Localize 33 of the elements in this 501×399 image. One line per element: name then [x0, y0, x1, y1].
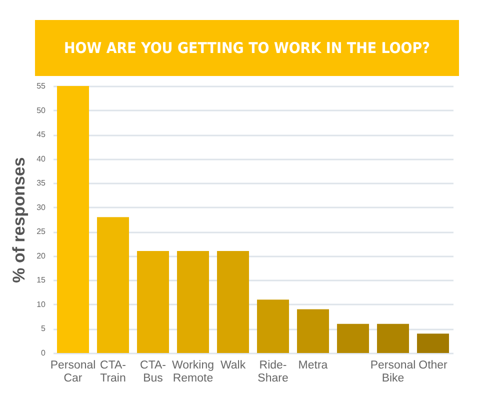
- x-tick-label: Metra: [298, 360, 328, 372]
- x-tick-label: Personal Car: [50, 360, 96, 384]
- bar: [217, 251, 249, 353]
- y-tick-label: 35: [36, 178, 46, 188]
- bar: [257, 300, 289, 353]
- y-tick-label: 5: [41, 324, 46, 334]
- y-tick-label: 0: [41, 348, 46, 358]
- bar: [417, 334, 449, 353]
- bar: [377, 324, 409, 353]
- y-tick-label: 30: [36, 202, 46, 212]
- x-tick-label: CTA-Train: [100, 360, 126, 384]
- y-tick-label: 45: [36, 130, 46, 140]
- bar: [297, 309, 329, 353]
- y-tick-label: 40: [36, 154, 46, 164]
- chart-title: HOW ARE YOU GETTING TO WORK IN THE LOOP?: [35, 20, 459, 76]
- y-tick-label: 20: [36, 251, 46, 260]
- x-tick-label: Ride-Share: [258, 360, 288, 384]
- x-tick-label: Personal Bike: [370, 360, 416, 384]
- y-axis-title: % of responses: [10, 157, 29, 283]
- y-tick-label: 55: [36, 82, 46, 90]
- y-tick-label: 15: [36, 276, 46, 285]
- x-tick-label: Working Remote: [172, 360, 214, 384]
- y-tick-label: 25: [36, 227, 46, 236]
- y-tick-label: 50: [36, 106, 46, 115]
- bar: [177, 251, 209, 353]
- x-tick-label: CTA-Bus: [140, 360, 166, 384]
- bar: [137, 251, 169, 353]
- y-tick-label: 10: [36, 300, 46, 309]
- x-tick-label: Other: [418, 360, 448, 372]
- bar: [337, 324, 369, 353]
- x-tick-label: Walk: [220, 360, 246, 372]
- bar: [57, 86, 89, 353]
- bar: [97, 217, 129, 353]
